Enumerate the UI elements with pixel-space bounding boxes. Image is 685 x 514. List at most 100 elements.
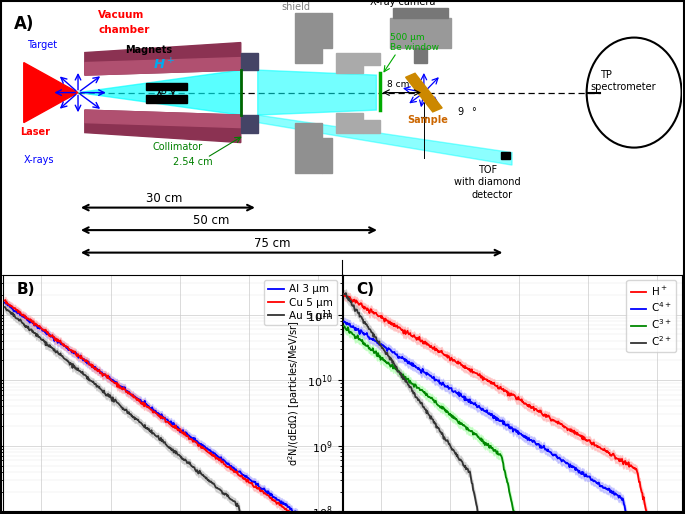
C$^{3+}$ bbox=[340, 323, 348, 329]
Au 5 μm bbox=[101, 390, 109, 396]
Text: B: B bbox=[161, 86, 167, 96]
Text: Magnets: Magnets bbox=[125, 45, 173, 54]
Cu 5 μm bbox=[144, 405, 152, 411]
Bar bbox=[295, 12, 322, 63]
H$^+$ bbox=[553, 420, 562, 427]
H$^+$ bbox=[540, 411, 549, 417]
C$^{3+}$ bbox=[414, 385, 422, 391]
Bar bbox=[241, 115, 258, 133]
Bar bbox=[363, 120, 379, 133]
C$^{4+}$ bbox=[348, 324, 356, 330]
C$^{3+}$ bbox=[438, 403, 446, 410]
Polygon shape bbox=[78, 70, 241, 115]
Bar bbox=[336, 113, 363, 133]
C$^{4+}$ bbox=[451, 388, 459, 394]
Text: TP: TP bbox=[600, 69, 612, 80]
Text: Laser: Laser bbox=[21, 127, 51, 137]
Bar bbox=[363, 52, 379, 65]
C$^{2+}$ bbox=[394, 369, 402, 375]
C$^{3+}$ bbox=[421, 389, 429, 395]
Text: X-rays: X-rays bbox=[24, 155, 54, 164]
Polygon shape bbox=[85, 43, 241, 75]
Text: °: ° bbox=[471, 107, 476, 117]
Text: A): A) bbox=[14, 15, 34, 33]
Al 3 μm bbox=[219, 456, 227, 463]
Text: 30 cm: 30 cm bbox=[146, 192, 182, 205]
Bar bbox=[241, 52, 258, 70]
Text: Lead: Lead bbox=[288, 0, 312, 2]
Al 3 μm bbox=[1, 300, 9, 306]
H$^+$ bbox=[571, 429, 580, 435]
Legend: Al 3 μm, Cu 5 μm, Au 5 μm: Al 3 μm, Cu 5 μm, Au 5 μm bbox=[264, 280, 337, 325]
Legend: H$^+$, C$^{4+}$, C$^{3+}$, C$^{2+}$: H$^+$, C$^{4+}$, C$^{3+}$, C$^{2+}$ bbox=[627, 280, 676, 353]
Y-axis label: d$^2$N/(dEdΩ) [particles/MeV/sr]: d$^2$N/(dEdΩ) [particles/MeV/sr] bbox=[286, 320, 301, 466]
Bar bbox=[414, 48, 427, 63]
Al 3 μm bbox=[237, 470, 245, 476]
Bar bbox=[322, 12, 332, 48]
Text: 500 μm: 500 μm bbox=[390, 33, 425, 42]
Al 3 μm bbox=[288, 506, 296, 512]
Polygon shape bbox=[258, 70, 377, 115]
Bar bbox=[393, 8, 447, 17]
Text: B): B) bbox=[17, 282, 36, 297]
H$^+$ bbox=[340, 291, 348, 297]
Line: Al 3 μm: Al 3 μm bbox=[5, 303, 335, 514]
Bar bbox=[146, 95, 186, 103]
Text: chamber: chamber bbox=[99, 25, 150, 34]
Text: detector: detector bbox=[471, 190, 512, 199]
Text: 50 cm: 50 cm bbox=[193, 214, 229, 227]
Cu 5 μm bbox=[188, 437, 197, 443]
Text: TOF: TOF bbox=[478, 164, 497, 175]
Text: with diamond: with diamond bbox=[454, 177, 521, 187]
C$^{4+}$ bbox=[379, 342, 387, 348]
Cu 5 μm bbox=[1, 297, 10, 303]
Bar bbox=[390, 17, 451, 48]
C$^{2+}$ bbox=[358, 314, 366, 320]
H$^+$ bbox=[621, 458, 629, 465]
Line: C$^{2+}$: C$^{2+}$ bbox=[344, 293, 512, 514]
C$^{2+}$ bbox=[429, 417, 437, 423]
Bar bbox=[146, 83, 186, 90]
Cu 5 μm bbox=[273, 500, 282, 506]
Au 5 μm bbox=[163, 443, 171, 449]
Text: Be window: Be window bbox=[390, 43, 439, 52]
Bar bbox=[501, 152, 510, 159]
C$^{4+}$ bbox=[392, 352, 400, 358]
Text: 2.54 cm: 2.54 cm bbox=[173, 157, 212, 167]
Al 3 μm bbox=[216, 454, 224, 461]
Line: Au 5 μm: Au 5 μm bbox=[5, 307, 256, 514]
C$^{4+}$ bbox=[340, 319, 348, 325]
Polygon shape bbox=[85, 110, 241, 142]
C$^{4+}$ bbox=[516, 431, 524, 437]
H$^+$ bbox=[550, 417, 558, 424]
Text: Sample: Sample bbox=[407, 115, 448, 124]
Polygon shape bbox=[258, 115, 512, 165]
Line: Cu 5 μm: Cu 5 μm bbox=[5, 300, 325, 514]
Au 5 μm bbox=[57, 352, 65, 358]
C$^{3+}$ bbox=[443, 408, 451, 414]
C$^{2+}$ bbox=[386, 357, 394, 363]
Polygon shape bbox=[85, 58, 241, 75]
C$^{3+}$ bbox=[382, 359, 390, 365]
Text: 75 cm: 75 cm bbox=[254, 236, 291, 250]
Text: spectrometer: spectrometer bbox=[590, 82, 656, 92]
Bar bbox=[336, 52, 363, 72]
C$^{3+}$ bbox=[405, 378, 413, 384]
Bar bbox=[406, 74, 442, 112]
Text: 8 cm: 8 cm bbox=[386, 80, 409, 88]
C$^{2+}$ bbox=[430, 419, 438, 425]
Cu 5 μm bbox=[1, 297, 9, 303]
Line: C$^{3+}$: C$^{3+}$ bbox=[344, 326, 522, 514]
Text: Target: Target bbox=[27, 40, 58, 49]
Text: C): C) bbox=[356, 282, 374, 297]
C$^{2+}$ bbox=[340, 291, 348, 297]
Bar bbox=[322, 138, 332, 173]
Line: H$^+$: H$^+$ bbox=[344, 294, 667, 514]
Au 5 μm bbox=[232, 502, 240, 508]
Bar bbox=[295, 123, 322, 173]
C$^{4+}$ bbox=[340, 318, 349, 324]
Polygon shape bbox=[85, 110, 241, 127]
Au 5 μm bbox=[1, 304, 9, 310]
Line: C$^{4+}$: C$^{4+}$ bbox=[344, 321, 657, 514]
Text: Vacuum: Vacuum bbox=[99, 10, 145, 20]
